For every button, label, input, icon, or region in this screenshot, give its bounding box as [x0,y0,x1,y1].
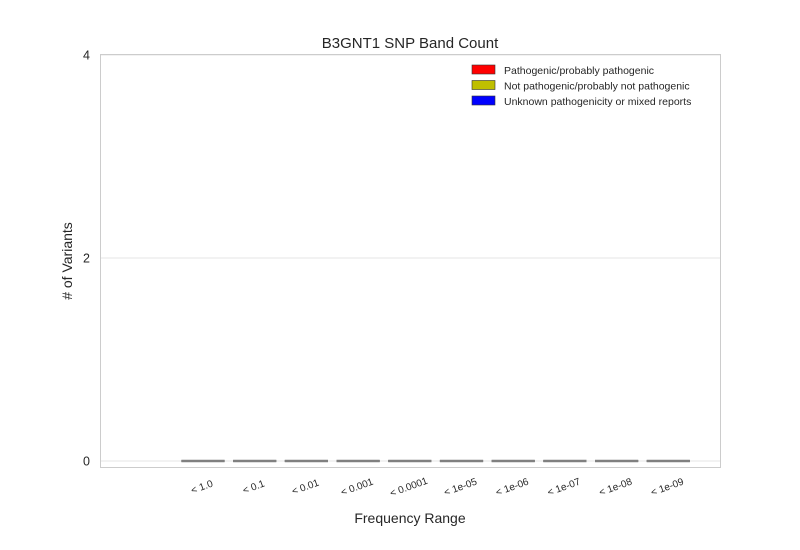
legend-swatch [471,64,496,75]
x-ticks: < 1.0 < 0.1 < 0.01 < 0.001 < 0.0001 < 1e-05 < … [190,476,686,500]
x-tick-label: < 0.1 [241,478,266,496]
bar [543,459,587,463]
legend-label: Unknown pathogenicity or mixed reports [504,96,691,108]
x-tick-label: < 0.0001 [389,476,430,500]
bar [233,459,277,463]
x-tick-label: < 1e-05 [443,476,479,498]
chart-title: B3GNT1 SNP Band Count [322,35,499,52]
y-tick-label: 2 [83,252,90,266]
plot-area [100,54,721,468]
bar [388,459,432,463]
bar [646,459,690,463]
x-tick-label: < 1.0 [190,478,215,496]
x-tick-label: < 1e-07 [546,476,582,498]
bars [181,459,690,463]
legend-swatch [471,95,496,106]
legend-label: Not pathogenic/probably not pathogenic [504,81,690,93]
legend-label: Pathogenic/probably pathogenic [504,65,654,77]
bar [491,459,535,463]
x-tick-label: < 0.01 [290,478,321,498]
bar [594,459,639,463]
x-tick-label: < 1e-08 [598,476,634,498]
y-tick-label: 4 [83,49,90,63]
x-tick-label: < 1e-09 [649,476,685,498]
bar [336,459,380,463]
y-axis-label: # of Variants [59,222,75,300]
x-axis-label: Frequency Range [354,510,466,526]
legend: Pathogenic/probably pathogenic Not pathog… [471,64,691,108]
bar [284,459,328,463]
gridlines [100,54,721,462]
x-tick-label: < 0.001 [340,477,376,499]
x-tick-label: < 1e-06 [494,476,530,498]
legend-swatch [471,80,496,90]
y-ticks: 0 2 4 [83,49,90,469]
y-tick-label: 0 [83,455,90,469]
bar [439,459,484,463]
bar [181,459,225,463]
